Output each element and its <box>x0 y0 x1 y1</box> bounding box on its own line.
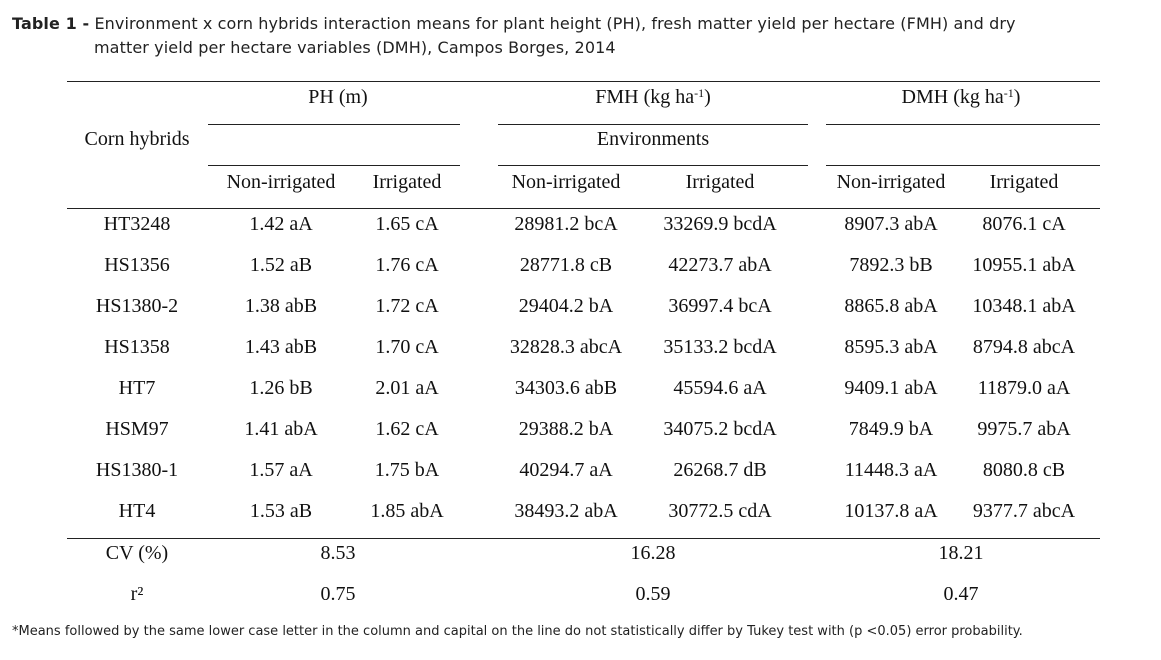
table-cell: 9975.7 abA <box>977 418 1071 440</box>
r2-value: 0.75 <box>320 583 356 605</box>
table-cell: 9377.7 abcA <box>972 500 1076 522</box>
row-name: HS1380-2 <box>95 295 179 317</box>
table-cell: 29404.2 bA <box>518 295 614 317</box>
table-cell: 45594.6 aA <box>673 377 767 399</box>
table-cell: 1.65 cA <box>375 213 439 235</box>
table-cell: 35133.2 bcdA <box>663 336 777 358</box>
table-cell: 32828.3 abcA <box>509 336 623 358</box>
group-header-superscript: -1 <box>1003 86 1014 100</box>
group-header-text: DMH (kg ha <box>901 86 1004 108</box>
group-header-text: FMH (kg ha <box>595 86 695 108</box>
group-header-2: FMH (kg ha-1) <box>595 86 711 108</box>
table-cell: 26268.7 dB <box>673 459 767 481</box>
row-name: HT4 <box>118 500 156 522</box>
cv-value: 8.53 <box>320 542 356 564</box>
table-cell: 29388.2 bA <box>518 418 614 440</box>
sub-header: Non-irrigated <box>836 171 946 193</box>
table-cell: 1.85 abA <box>370 500 444 522</box>
table-cell: 8794.8 abcA <box>972 336 1076 358</box>
table-footnote: *Means followed by the same lower case l… <box>12 624 1023 639</box>
r2-value: 0.59 <box>635 583 671 605</box>
sub-header: Irrigated <box>685 171 755 193</box>
environments-label: Environments <box>596 128 710 150</box>
group-header-3: DMH (kg ha-1) <box>902 86 1021 108</box>
group-header-superscript: -1 <box>694 86 705 100</box>
table-cell: 34075.2 bcdA <box>663 418 777 440</box>
cv-value: 16.28 <box>630 542 676 564</box>
row-name: HT7 <box>118 377 156 399</box>
row-name: HS1380-1 <box>95 459 179 481</box>
table-cell: 9409.1 abA <box>844 377 938 399</box>
table-cell: 1.53 aB <box>249 500 313 522</box>
table-cell: 1.42 aA <box>249 213 313 235</box>
r2-value: 0.47 <box>943 583 979 605</box>
group-header-1: PH (m) <box>308 86 367 108</box>
body-bottom-rule <box>67 538 1100 539</box>
group-header-close: ) <box>704 86 711 108</box>
table-cell: 1.43 abB <box>244 336 318 358</box>
row-header-label: Corn hybrids <box>84 128 190 150</box>
table-cell: 33269.9 bcdA <box>663 213 777 235</box>
group-header-close: ) <box>1013 86 1021 108</box>
table-cell: 8076.1 cA <box>982 213 1066 235</box>
row-name: HT3248 <box>103 213 171 235</box>
table-cell: 1.62 cA <box>375 418 439 440</box>
group-rule-1 <box>208 124 460 125</box>
env-rule-1 <box>208 165 460 166</box>
table-cell: 38493.2 abA <box>514 500 618 522</box>
group-rule-2 <box>498 124 808 125</box>
table-cell: 7849.9 bA <box>848 418 934 440</box>
row-name: HS1358 <box>104 336 170 358</box>
table-cell: 1.38 abB <box>244 295 318 317</box>
sub-header: Irrigated <box>372 171 442 193</box>
table-cell: 30772.5 cdA <box>668 500 772 522</box>
env-rule-3 <box>826 165 1100 166</box>
row-name: HS1356 <box>104 254 170 276</box>
table-cell: 40294.7 aA <box>519 459 613 481</box>
table-caption: Table 1 - Environment x corn hybrids int… <box>12 12 1152 60</box>
table-cell: 11879.0 aA <box>977 377 1071 399</box>
top-rule <box>67 81 1100 82</box>
table-cell: 1.57 aA <box>249 459 313 481</box>
table-cell: 36997.4 bcA <box>668 295 772 317</box>
table-cell: 8080.8 cB <box>982 459 1066 481</box>
table-cell: 1.76 cA <box>375 254 439 276</box>
r2-label: r² <box>130 583 144 605</box>
caption-line-1: Table 1 - Environment x corn hybrids int… <box>12 12 1152 36</box>
table-cell: 7892.3 bB <box>849 254 933 276</box>
group-rule-3 <box>826 124 1100 125</box>
caption-text-1: Environment x corn hybrids interaction m… <box>94 14 1016 33</box>
table-cell: 8595.3 abA <box>844 336 938 358</box>
row-name: HSM97 <box>105 418 169 440</box>
table-cell: 2.01 aA <box>375 377 439 399</box>
table-cell: 1.26 bB <box>249 377 313 399</box>
caption-line-2: matter yield per hectare variables (DMH)… <box>94 38 616 57</box>
table-cell: 1.72 cA <box>375 295 439 317</box>
caption-label: Table 1 - <box>12 14 90 33</box>
table-cell: 10137.8 aA <box>844 500 938 522</box>
table-cell: 8907.3 abA <box>844 213 938 235</box>
sub-header: Non-irrigated <box>511 171 621 193</box>
cv-label: CV (%) <box>105 542 169 564</box>
table-cell: 1.52 aB <box>249 254 313 276</box>
sub-header: Irrigated <box>989 171 1059 193</box>
table-cell: 1.75 bA <box>374 459 440 481</box>
table-cell: 8865.8 abA <box>844 295 938 317</box>
table-cell: 10348.1 abA <box>972 295 1076 317</box>
cv-value: 18.21 <box>938 542 984 564</box>
table-cell: 11448.3 aA <box>844 459 938 481</box>
table-cell: 28771.8 cB <box>519 254 613 276</box>
table-cell: 34303.6 abB <box>514 377 618 399</box>
table-cell: 28981.2 bcA <box>514 213 618 235</box>
table-cell: 1.41 abA <box>244 418 318 440</box>
table-cell: 42273.7 abA <box>668 254 772 276</box>
table-cell: 10955.1 abA <box>972 254 1076 276</box>
sub-header: Non-irrigated <box>226 171 336 193</box>
table-cell: 1.70 cA <box>375 336 439 358</box>
header-bottom-rule <box>67 208 1100 209</box>
env-rule-2 <box>498 165 808 166</box>
group-header-text: PH (m) <box>308 86 368 108</box>
